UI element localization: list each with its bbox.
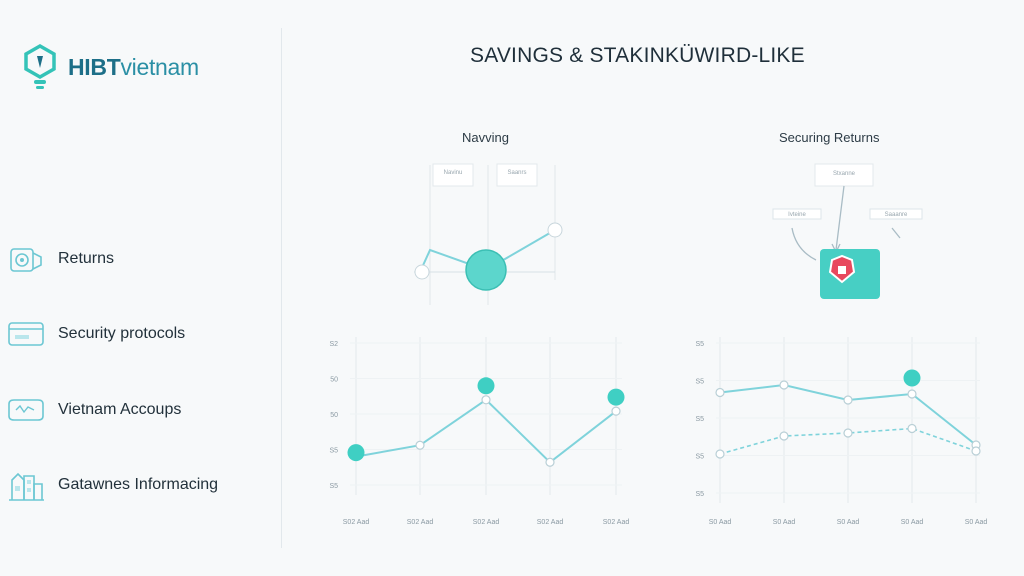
sidebar: HIBTvietnam Returns Security protocols [0,0,282,576]
illustration-line [419,229,556,273]
page-title: SAVINGS & STAKINKÜWIRD-LIKE [470,44,805,67]
data-point [715,387,725,398]
x-tick-label: S02 Aad [407,519,434,526]
data-point [907,389,917,399]
note-text: Saaanre [885,212,908,218]
note-box [496,163,538,187]
brand-name-part2: vietnam [120,53,199,80]
data-point [545,457,555,467]
x-tick-label: S0 Aad [901,519,924,526]
y-tick-label: S5 [695,379,704,386]
note-text: Saanrs [507,170,526,176]
curved-arrow [791,227,817,261]
data-point [481,395,491,405]
x-tick-label: S0 Aad [965,519,988,526]
left-line-chart: S2 50 50 S5 S5 S02 Aad S02 Aad S02 Aad S02 Aad S0… [329,337,630,526]
note-text: Stxanne [833,171,856,177]
y-tick-label: S2 [329,341,338,348]
data-point [779,380,789,390]
curved-arrow [891,227,901,239]
data-point [971,446,981,456]
card-icon [6,317,46,351]
sidebar-divider [281,28,282,548]
right-line-chart: S5 S5 S5 S5 S5 S0 Aad S0 Aad S0 Aad S0 Aad S0 Aad [695,337,988,526]
illustration-node [547,222,563,238]
x-tick-label: S02 Aad [343,519,370,526]
x-tick-label: S0 Aad [773,519,796,526]
highlight-point [347,444,365,462]
y-tick-label: S5 [695,416,704,423]
brand[interactable]: HIBTvietnam [20,42,199,92]
data-point [415,440,425,450]
y-tick-label: S5 [695,341,704,348]
series-line [719,427,977,455]
sidebar-item-security-protocols[interactable]: Security protocols [6,317,185,351]
sidebar-item-gatawnes-informacing[interactable]: Gatawnes Informacing [6,468,218,502]
data-point [611,406,621,416]
sidebar-item-label: Returns [58,250,115,267]
right-illustration: Stxanne Ivteine Saaanre [772,163,923,299]
note-box [869,208,923,220]
sidebar-item-label: Vietnam Accoups [58,401,182,418]
highlight-circle [465,249,507,291]
data-point [779,431,789,441]
sidebar-item-vietnam-accoups[interactable]: Vietnam Accoups [6,393,181,427]
right-panel-title: Securing Returns [779,130,880,145]
left-illustration: Navinu Saanrs [414,163,563,305]
sidebar-item-label: Security protocols [58,325,186,342]
highlight-point [607,388,625,406]
highlight-point [903,369,921,387]
x-tick-label: S0 Aad [837,519,860,526]
data-point [843,395,853,405]
y-tick-label: S5 [329,483,338,490]
x-tick-label: S0 Aad [709,519,732,526]
y-tick-label: S5 [329,448,338,455]
highlight-point [477,377,495,395]
x-tick-label: S02 Aad [537,519,564,526]
x-tick-label: S02 Aad [473,519,500,526]
sidebar-item-returns[interactable]: Returns [6,242,114,276]
brand-logo-icon [24,43,56,89]
wallet-icon [6,393,46,427]
note-text: Ivteine [788,212,806,218]
y-tick-label: S5 [695,454,704,461]
arrow-line [835,185,845,251]
y-tick-label: 50 [330,377,338,384]
illustration-node [414,264,430,280]
building-icon [6,468,46,502]
note-box [772,208,822,220]
note-text: Navinu [444,170,463,176]
data-point [907,423,917,434]
y-tick-label: S5 [695,491,704,498]
data-point [715,449,725,459]
brand-name: HIBTvietnam [68,54,199,81]
x-tick-label: S02 Aad [603,519,630,526]
brand-name-part1: HIBT [68,53,121,80]
gear-cube-icon [6,242,46,276]
y-tick-label: 50 [330,412,338,419]
sidebar-item-label: Gatawnes Informacing [58,476,219,493]
note-box [432,163,474,187]
data-point [843,428,853,438]
left-panel-title: Navving [462,130,509,145]
lock-icon [838,266,846,274]
